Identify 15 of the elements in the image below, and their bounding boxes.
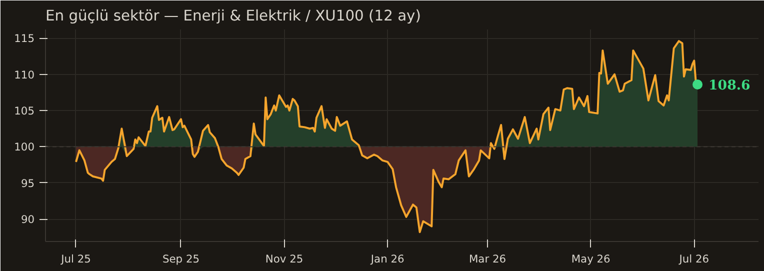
x-tick-label: Nov 25 <box>265 252 304 266</box>
x-tick-label: Jul 25 <box>60 252 91 266</box>
x-tick-label: Sep 25 <box>162 252 200 266</box>
x-tick-label: May 26 <box>571 252 611 266</box>
x-tick-label: Jul 26 <box>678 252 710 266</box>
y-tick-label: 95 <box>20 176 35 190</box>
y-tick-label: 100 <box>14 140 35 154</box>
x-tick-label: Jan 26 <box>370 252 405 266</box>
y-tick-label: 115 <box>14 32 35 46</box>
y-tick-label: 105 <box>14 104 35 118</box>
annotation: 108.6 <box>708 77 750 94</box>
y-tick-label: 90 <box>20 213 35 226</box>
y-tick-label: 110 <box>14 68 35 82</box>
x-tick-label: Mar 26 <box>469 252 506 266</box>
chart-title: En güçlü sektör — Enerji & Elektrik / XU100 (12 ay) <box>46 8 421 24</box>
